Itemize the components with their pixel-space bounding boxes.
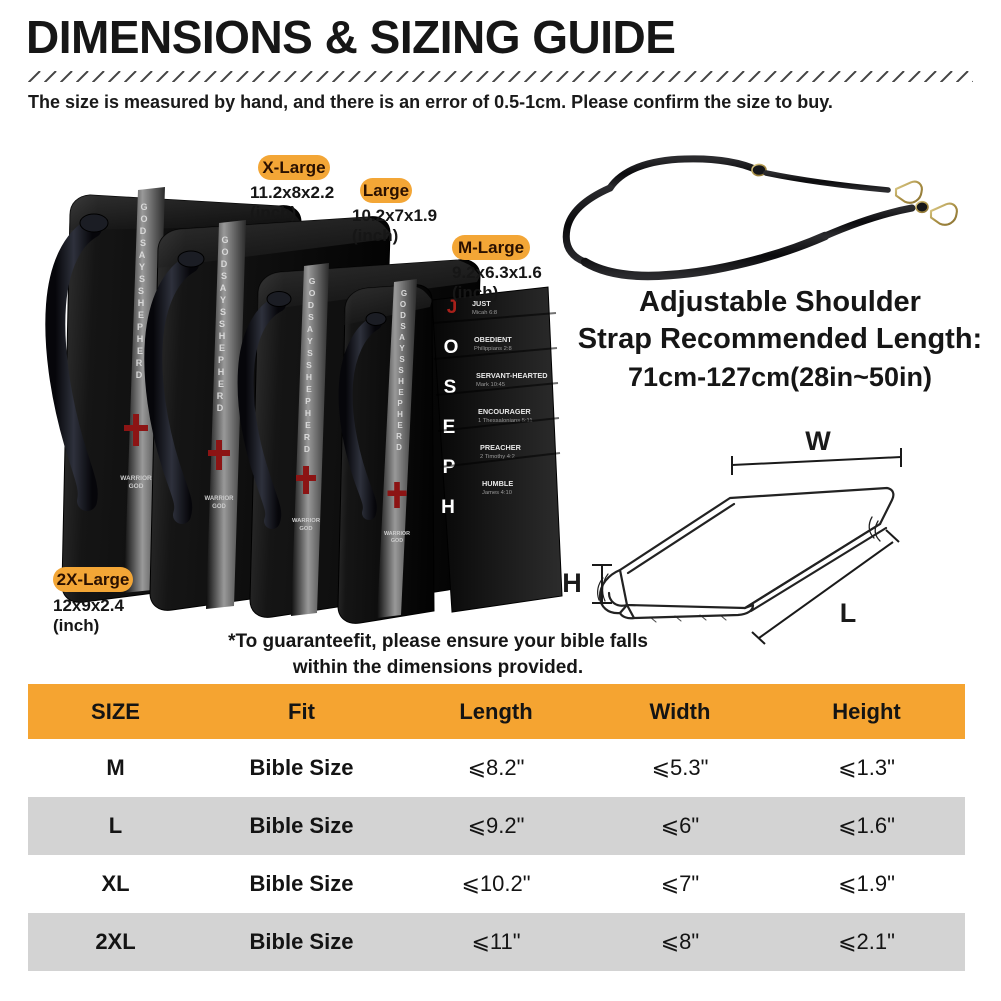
svg-text:W: W [805,426,831,456]
svg-text:H: H [562,568,582,598]
svg-text:L: L [840,598,857,628]
